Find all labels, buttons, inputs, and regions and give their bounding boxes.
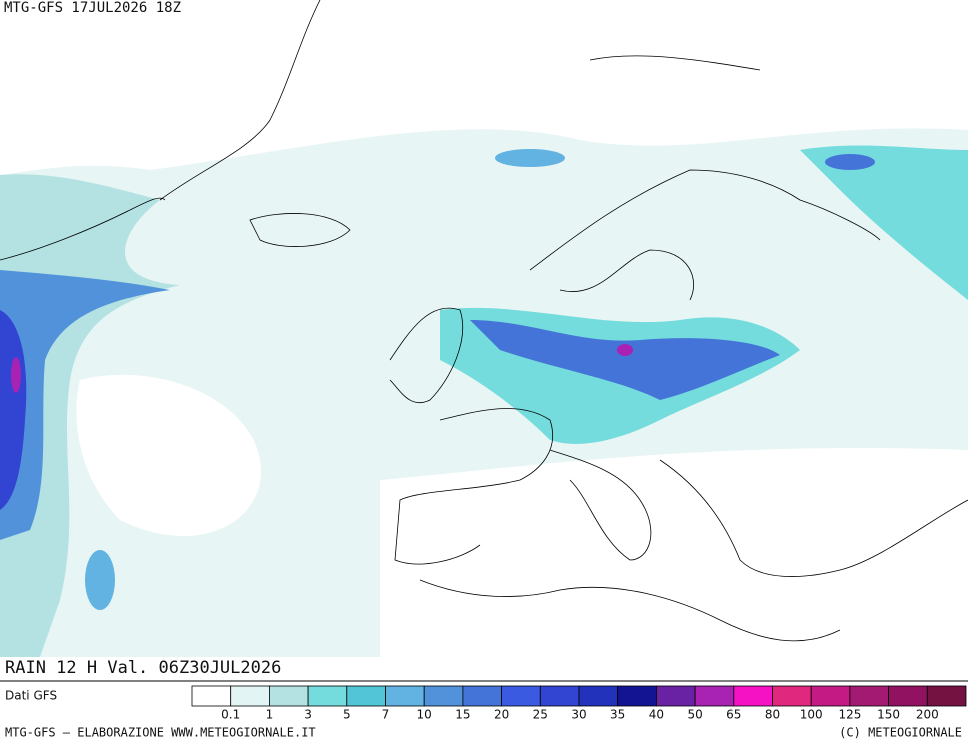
color-legend: 0.1 1 3 5 7 10 15 20 25 30 35 40 50 65 80 100 125 150 200 bbox=[191, 685, 967, 722]
dry-area bbox=[380, 447, 968, 657]
legend-swatch bbox=[772, 685, 812, 707]
dry-area bbox=[0, 0, 968, 175]
legend-swatch bbox=[385, 685, 425, 707]
legend-swatch bbox=[501, 685, 541, 707]
legend-label: 15 bbox=[455, 708, 470, 722]
legend-swatch bbox=[191, 685, 232, 707]
legend-label: 0.1 bbox=[221, 708, 240, 722]
legend-label: 3 bbox=[304, 708, 312, 722]
rain-core bbox=[617, 344, 633, 356]
rain-core bbox=[11, 357, 21, 393]
legend-label: 5 bbox=[343, 708, 351, 722]
rain-area bbox=[825, 154, 875, 170]
legend-label: 35 bbox=[610, 708, 625, 722]
legend-label: 150 bbox=[877, 708, 900, 722]
rain-area bbox=[800, 145, 968, 300]
legend-label: 200 bbox=[916, 708, 939, 722]
map bbox=[0, 0, 968, 658]
legend-label: 50 bbox=[687, 708, 702, 722]
legend-label: 20 bbox=[494, 708, 509, 722]
legend-label: 65 bbox=[726, 708, 741, 722]
legend-swatch bbox=[578, 685, 619, 707]
header-title: MTG-GFS 17JUL2026 18Z bbox=[4, 0, 181, 16]
legend-label: 30 bbox=[571, 708, 586, 722]
legend-label: 10 bbox=[417, 708, 432, 722]
legend-swatch bbox=[307, 685, 348, 707]
coastlines bbox=[0, 0, 968, 642]
legend-label: 40 bbox=[649, 708, 664, 722]
dry-area bbox=[76, 374, 261, 537]
legend-label: 100 bbox=[800, 708, 823, 722]
legend-label: 1 bbox=[266, 708, 274, 722]
legend-source: Dati GFS bbox=[5, 689, 57, 703]
legend-swatch bbox=[539, 685, 580, 707]
rain-area bbox=[0, 270, 170, 540]
legend-label: 25 bbox=[533, 708, 548, 722]
legend-swatch bbox=[694, 685, 735, 707]
legend-swatch bbox=[849, 685, 890, 707]
rain-area bbox=[470, 320, 780, 400]
legend-swatch bbox=[268, 685, 309, 707]
rain-area bbox=[0, 310, 27, 510]
legend-swatch bbox=[462, 685, 502, 707]
legend-swatch bbox=[617, 685, 657, 707]
legend-label: 7 bbox=[382, 708, 390, 722]
legend-swatch bbox=[926, 685, 967, 707]
footer-right: (C) METEOGIORNALE bbox=[839, 726, 962, 740]
legend-swatch bbox=[733, 685, 773, 707]
legend-swatch bbox=[423, 685, 464, 707]
legend-swatch bbox=[230, 685, 270, 707]
legend-swatch bbox=[656, 685, 696, 707]
footer-left: MTG-GFS — ELABORAZIONE WWW.METEOGIORNALE… bbox=[5, 726, 316, 740]
legend-label: 125 bbox=[838, 708, 861, 722]
legend-label: 80 bbox=[765, 708, 780, 722]
legend-swatch bbox=[346, 685, 386, 707]
rain-area bbox=[85, 550, 115, 610]
map-caption: RAIN 12 H Val. 06Z30JUL2026 bbox=[5, 658, 281, 678]
legend-swatch bbox=[888, 685, 928, 707]
legend-swatch bbox=[810, 685, 851, 707]
rain-area bbox=[495, 149, 565, 167]
